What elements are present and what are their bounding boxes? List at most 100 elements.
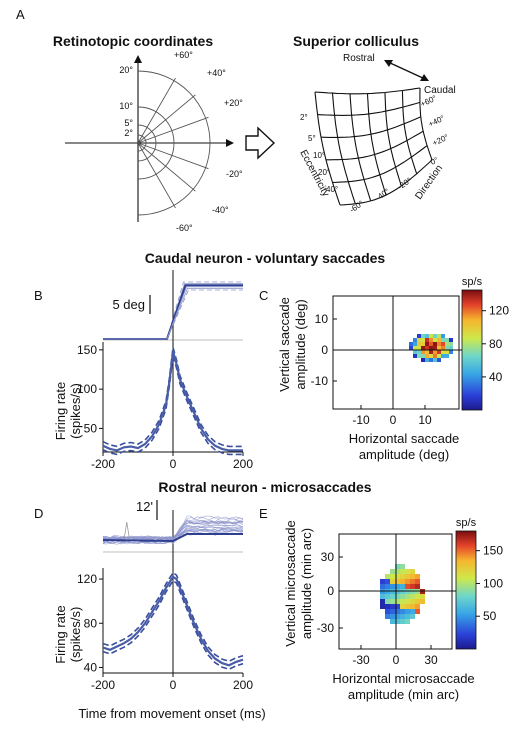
- heatmap-cell: [400, 579, 405, 584]
- heatmap-cell: [425, 350, 429, 354]
- heatmap-cell: [405, 604, 410, 609]
- x-axis-label: Time from movement onset (ms): [78, 706, 265, 721]
- y-axis-label-group: Firing rate (spikes/s): [53, 382, 83, 441]
- colorbar-tick-label: 50: [483, 609, 497, 623]
- eye-trace-mean: [102, 533, 243, 543]
- direction-ray: [137, 142, 209, 170]
- y-tick-label: 100: [77, 382, 97, 396]
- sc-caudal-label: Caudal: [424, 85, 456, 96]
- x-axis-label: Horizontal saccade: [349, 431, 460, 446]
- direction-label: -60°: [176, 223, 193, 233]
- sc-eccentricity-tick: 2°: [300, 113, 308, 122]
- sc-direction-tick: 0°: [429, 155, 440, 166]
- heatmap-cell: [410, 614, 415, 619]
- colorbar: [455, 530, 477, 650]
- heatmap-cell: [385, 604, 390, 609]
- sc-title: Superior colliculus: [293, 33, 419, 49]
- heatmap-cell: [433, 350, 437, 354]
- heatmap-cell: [410, 604, 415, 609]
- heatmap-cell: [410, 584, 415, 589]
- eccentricity-arc: [137, 106, 175, 180]
- heatmap-cell: [410, 574, 415, 579]
- panel-b-label: B: [34, 288, 43, 303]
- colorbar-tick-label: 150: [483, 544, 503, 558]
- direction-label: +60°: [174, 50, 193, 60]
- eye-trace: [102, 526, 244, 545]
- heatmap-cell: [415, 579, 420, 584]
- sc-direction-tick: +40°: [427, 114, 446, 129]
- eye-trace: [102, 515, 244, 540]
- heatmap-cell: [415, 594, 420, 599]
- heatmap-cell: [417, 354, 421, 358]
- panel-e-label: E: [259, 506, 268, 521]
- heatmap-cell: [445, 346, 449, 350]
- heatmap-cell: [449, 346, 453, 350]
- direction-ray: [137, 142, 196, 192]
- y-tick-label: 0: [321, 343, 328, 357]
- eccentricity-arc: [137, 124, 157, 162]
- heatmap-cell: [421, 354, 425, 358]
- colorbar-tick-label: 80: [489, 337, 503, 351]
- heatmap-cell: [425, 342, 429, 346]
- x-axis-label: amplitude (min arc): [348, 687, 459, 702]
- colorbar: [461, 289, 483, 411]
- panel-c-label: C: [259, 288, 268, 303]
- heatmap-cell: [405, 579, 410, 584]
- eye-trace: [102, 518, 244, 540]
- series-lower-ci: [102, 355, 243, 456]
- heatmap-cell: [417, 338, 421, 342]
- heatmap-cell: [421, 346, 425, 350]
- heatmap-cell: [437, 338, 441, 342]
- heatmap-cell: [380, 604, 385, 609]
- retinotopic-diagram: [65, 55, 234, 222]
- x-tick-label: -200: [91, 457, 115, 471]
- heatmap-cell: [421, 338, 425, 342]
- heatmap-cell: [433, 342, 437, 346]
- heatmap-cell: [429, 350, 433, 354]
- eye-trace: [103, 289, 243, 340]
- x-axis-label: Horizontal microsaccade: [332, 671, 474, 686]
- heatmap-cell: [405, 599, 410, 604]
- eccentricity-arc: [137, 134, 147, 152]
- heatmap-cell: [413, 338, 417, 342]
- heatmap-cell: [413, 354, 417, 358]
- direction-label: +20°: [224, 98, 243, 108]
- eye-trace: [102, 519, 244, 545]
- heatmap-cell: [405, 569, 410, 574]
- heatmap-cell: [410, 609, 415, 614]
- y-axis-label: Firing rate: [53, 382, 68, 441]
- sc-eccentricity-line: [419, 88, 433, 161]
- heatmap-cell: [429, 334, 433, 338]
- heatmap-cell: [449, 350, 453, 354]
- y-axis-label: amplitude (min arc): [299, 528, 314, 639]
- scale-bar-label: 12': [136, 499, 153, 514]
- heatmap-cell: [415, 599, 420, 604]
- heatmap-cell: [421, 350, 425, 354]
- direction-label: -20°: [226, 169, 243, 179]
- y-axis-label-group: Vertical microsaccade amplitude (min arc): [283, 520, 314, 646]
- heatmap-cell: [395, 619, 400, 624]
- y-axis-label-group: Vertical saccade amplitude (deg): [277, 297, 308, 392]
- heatmap-cell: [380, 599, 385, 604]
- sc-direction-tick: +60°: [419, 94, 438, 109]
- heatmap-cell: [405, 614, 410, 619]
- heatmap-cell: [390, 579, 395, 584]
- sc-eccentricity-tick: 40°: [326, 185, 338, 194]
- heatmap-cell: [395, 579, 400, 584]
- heatmap-cell: [405, 619, 410, 624]
- heatmap-cell: [445, 342, 449, 346]
- heatmap-cell: [405, 609, 410, 614]
- heatmap-cell: [400, 569, 405, 574]
- y-tick-label: 40: [84, 660, 98, 674]
- heatmap-cell: [380, 584, 385, 589]
- heatmap-cell: [400, 584, 405, 589]
- series-lower-ci: [102, 579, 244, 671]
- heatmap-cell: [390, 594, 395, 599]
- rostral-caudal-arrow: [384, 60, 429, 81]
- sc-eccentricity-line: [366, 93, 387, 196]
- heatmap-cell: [425, 338, 429, 342]
- x-tick-label: 200: [233, 678, 253, 692]
- heatmap-cell: [437, 342, 441, 346]
- sc-map-diagram: [314, 87, 433, 206]
